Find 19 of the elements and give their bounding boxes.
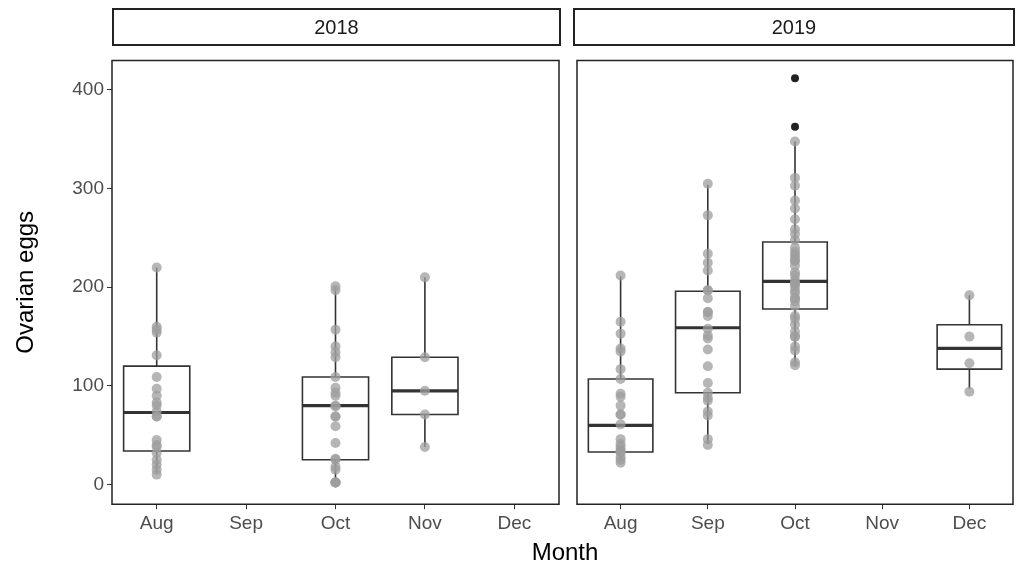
x-tick-label: Dec [952,511,987,533]
x-tick-label: Sep [229,511,264,533]
chart-title: 2018 [112,8,561,46]
y-axis-title: Ovarian eggs [11,210,39,354]
x-tick-label: Sep [690,511,725,533]
y-tick-label: 300 [72,176,104,198]
y-tick-label: 200 [72,275,104,297]
x-tick-label: Oct [780,511,811,533]
y-tick-label: 0 [93,472,104,494]
x-tick-label: Oct [320,511,351,533]
chart-title: 2019 [573,8,1015,46]
y-tick-label: 100 [72,374,104,396]
x-tick-label: Dec [497,511,532,533]
x-tick-label: Nov [408,511,443,533]
x-tick-label: Aug [603,511,638,533]
y-tick-label: 400 [72,78,104,100]
x-tick-label: Aug [139,511,174,533]
x-tick-label: Nov [865,511,900,533]
x-axis-title: Month [530,538,600,566]
